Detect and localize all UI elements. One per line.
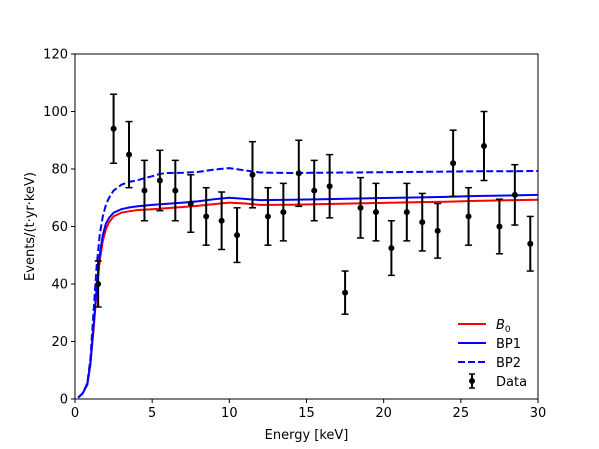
data-point (218, 217, 225, 224)
legend-entry-b0: B0 (458, 318, 511, 335)
x-axis-title: Energy [keV] (265, 428, 349, 443)
data-point (203, 213, 210, 220)
y-tick-label: 100 (43, 105, 68, 120)
x-tick-label: 15 (298, 406, 315, 421)
data-point (141, 187, 148, 194)
data-point (357, 204, 364, 211)
y-tick-label: 20 (51, 335, 68, 350)
legend-entry-bp2: BP2 (458, 356, 521, 371)
data-point (156, 177, 163, 184)
legend-label-bp1: BP1 (496, 337, 521, 352)
y-tick-label: 120 (43, 48, 68, 63)
legend: B0 BP1 BP2 Data (458, 318, 527, 390)
data-point (480, 143, 487, 149)
axes: 0 5 10 15 20 25 30 0 20 40 60 80 100 120 (43, 48, 546, 422)
y-tick-label: 40 (51, 278, 68, 293)
legend-label-data: Data (496, 375, 527, 390)
legend-data-point (469, 378, 475, 384)
data-point (372, 209, 379, 216)
y-axis-title: Events/(t·yr·keV) (23, 172, 38, 281)
data-point (264, 213, 271, 220)
data-point (249, 171, 256, 178)
data-point (295, 170, 302, 177)
data-point (342, 289, 349, 296)
data-point (95, 281, 102, 287)
data-point (496, 223, 503, 230)
y-tick-label: 80 (51, 163, 68, 178)
data-point (126, 151, 133, 158)
legend-label-bp2: BP2 (496, 356, 521, 371)
legend-swatch-data (469, 373, 475, 389)
x-tick-label: 20 (375, 406, 392, 421)
legend-label-b0-main: B (496, 318, 505, 333)
data-point (450, 160, 457, 167)
data-point (419, 219, 426, 226)
data-point (527, 240, 534, 247)
y-tick-label: 60 (51, 220, 68, 235)
x-tick-label: 10 (221, 406, 238, 421)
data-point (388, 245, 395, 252)
x-tick-label: 25 (453, 406, 470, 421)
data-point (280, 209, 287, 216)
data-point (187, 200, 194, 207)
plot-area (77, 93, 538, 399)
legend-entry-data: Data (469, 373, 527, 390)
data-point (326, 183, 333, 190)
legend-label-b0: B0 (496, 318, 511, 335)
y-tick-label: 0 (60, 393, 68, 408)
data-point (403, 209, 410, 216)
x-tick-label: 5 (148, 406, 156, 421)
data-point (311, 187, 318, 194)
data-point (110, 125, 117, 132)
legend-label-b0-subscript: 0 (505, 325, 511, 335)
legend-entry-bp1: BP1 (458, 337, 521, 352)
data-point (234, 232, 241, 239)
data-point (172, 187, 179, 194)
data-point (511, 191, 518, 198)
x-tick-label: 30 (530, 406, 547, 421)
data-point (465, 213, 472, 220)
data-point (434, 227, 441, 234)
series-line-bp1 (77, 193, 538, 399)
x-tick-label: 0 (71, 406, 79, 421)
